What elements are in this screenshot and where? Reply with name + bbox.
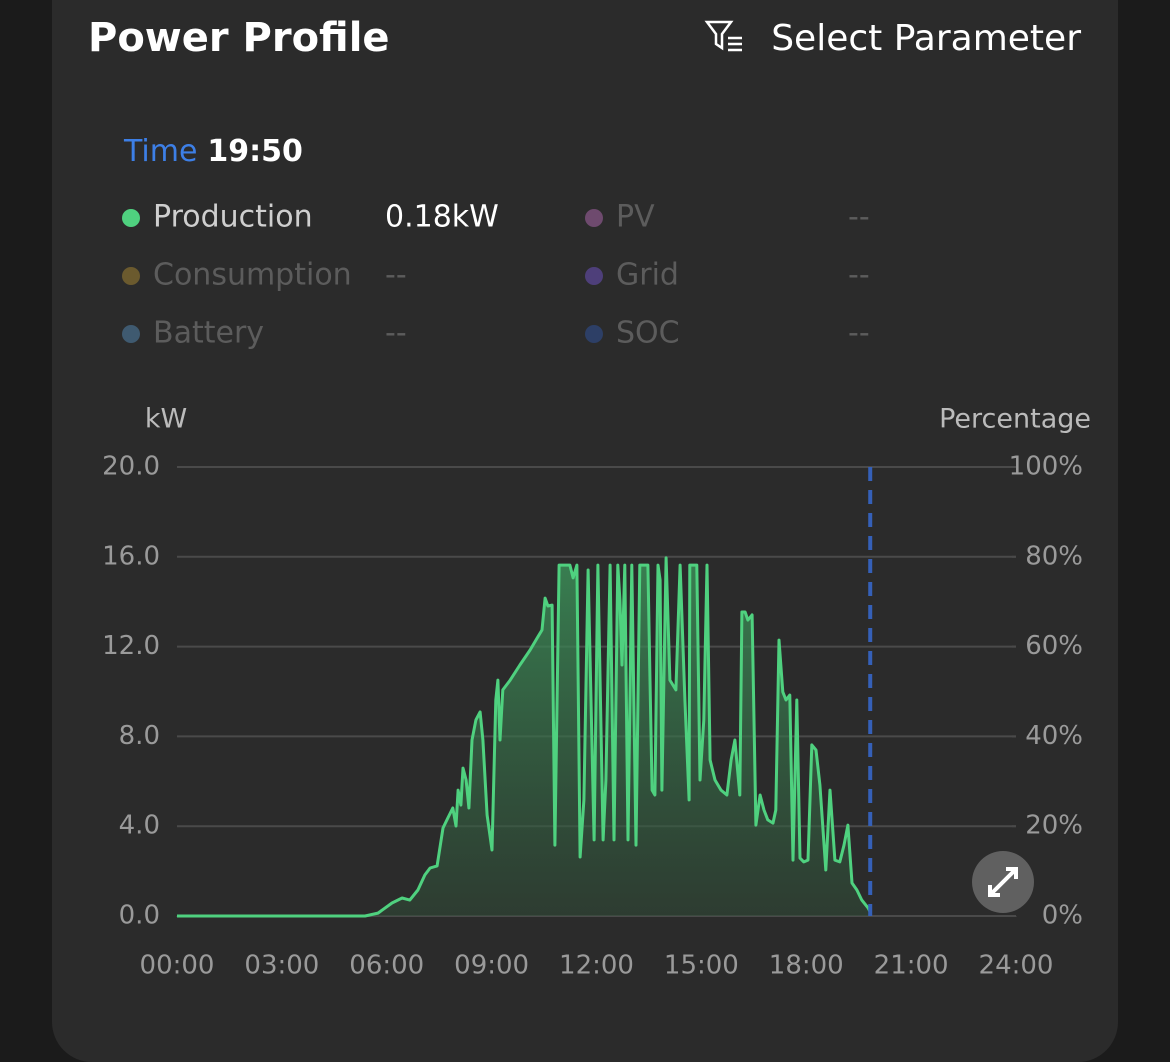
legend-dot: [122, 267, 140, 285]
y2-tick-label: 60%: [1025, 631, 1083, 661]
legend-name: SOC: [616, 316, 680, 351]
time-value: 19:50: [207, 134, 303, 169]
legend-dot: [585, 267, 603, 285]
title: Power Profile: [88, 15, 390, 61]
x-tick-label: 03:00: [244, 951, 319, 981]
legend-value: --: [385, 258, 407, 293]
y-tick-label: 12.0: [102, 631, 160, 661]
tooltip-time: Time 19:50: [123, 134, 303, 169]
x-tick-label: 18:00: [769, 951, 844, 981]
x-tick-label: 21:00: [874, 951, 949, 981]
expand-button[interactable]: [972, 851, 1034, 913]
x-tick-label: 24:00: [979, 951, 1054, 981]
legend-dot: [585, 325, 603, 343]
y2-tick-label: 80%: [1025, 541, 1083, 571]
x-tick-label: 06:00: [349, 951, 424, 981]
x-tick-label: 15:00: [664, 951, 739, 981]
card: [52, 0, 1118, 1062]
y2-tick-label: 20%: [1025, 811, 1083, 841]
x-tick-label: 12:00: [559, 951, 634, 981]
legend-value: --: [385, 316, 407, 351]
legend-name: Grid: [616, 258, 679, 293]
y2-axis-label: Percentage: [939, 404, 1091, 435]
legend-dot: [122, 325, 140, 343]
select-parameter[interactable]: [704, 20, 742, 52]
y2-tick-label: 40%: [1025, 721, 1083, 751]
legend-name: Production: [153, 200, 313, 235]
legend-dot: [585, 209, 603, 227]
y-tick-label: 0.0: [119, 901, 160, 931]
legend-value: 0.18kW: [385, 200, 499, 235]
x-tick-label: 00:00: [140, 951, 215, 981]
filter-icon: [704, 20, 734, 51]
legend-value: --: [848, 316, 870, 351]
legend-value: --: [848, 200, 870, 235]
y-tick-label: 8.0: [119, 721, 160, 751]
legend-name: Battery: [153, 316, 264, 351]
x-tick-label: 09:00: [454, 951, 529, 981]
select-parameter-label[interactable]: Select Parameter: [771, 18, 1081, 59]
y-axis-label: kW: [145, 404, 187, 435]
y-tick-label: 4.0: [119, 811, 160, 841]
time-label: Time: [123, 134, 197, 169]
legend-dot: [122, 209, 140, 227]
y-tick-label: 20.0: [102, 452, 160, 482]
y2-tick-label: 100%: [1009, 452, 1083, 482]
line: [177, 556, 872, 918]
y2-tick-label: 0%: [1042, 901, 1083, 931]
y-tick-label: 16.0: [102, 541, 160, 571]
legend-name: PV: [616, 200, 655, 235]
expand-icon: [988, 867, 1018, 897]
legend-name: Consumption: [153, 258, 352, 293]
legend-value: --: [848, 258, 870, 293]
